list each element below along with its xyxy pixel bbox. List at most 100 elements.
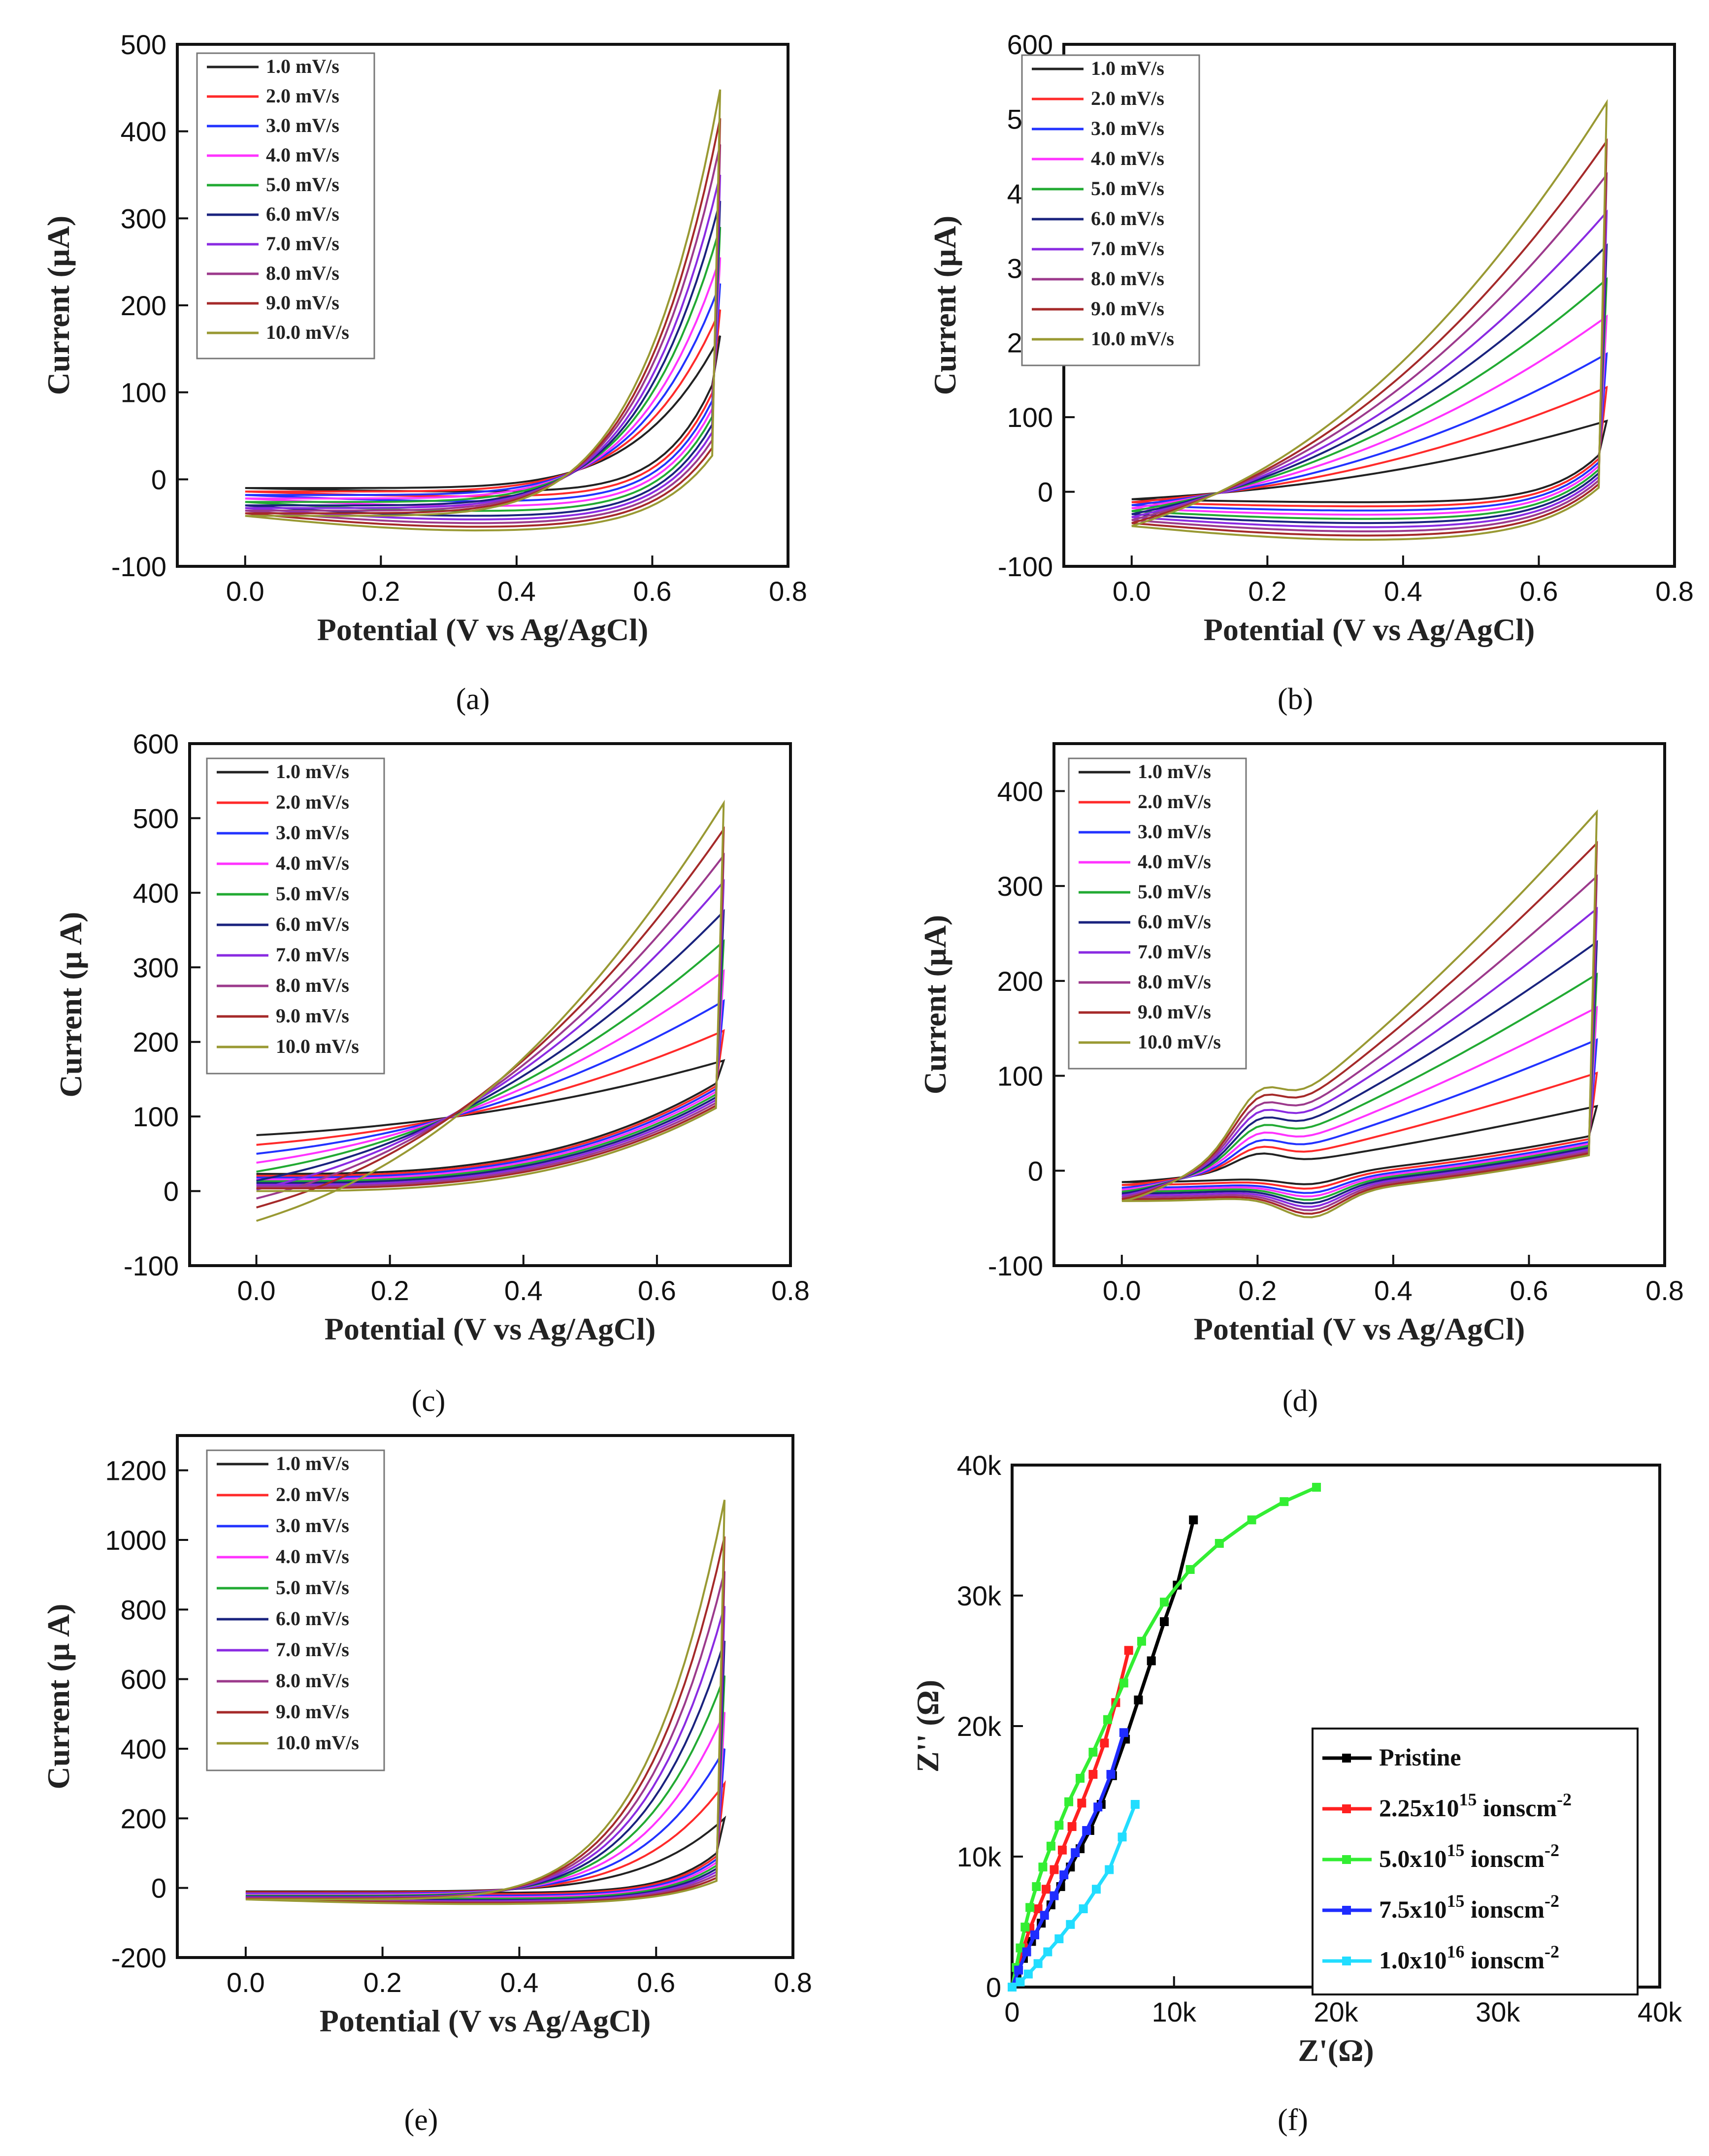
legend-marker [1342, 1957, 1351, 1965]
legend: 1.0 mV/s 2.0 mV/s 3.0 mV/s 4.0 mV/s 5.0 mV/s… [206, 757, 385, 1075]
legend-box [1312, 1728, 1639, 1995]
nyquist-point [1050, 1891, 1059, 1900]
nyquist-point [1124, 1646, 1133, 1655]
nyquist-point [1105, 1865, 1114, 1874]
nyquist-point [1067, 1822, 1077, 1831]
y-tick-label: 300 [133, 952, 179, 983]
nyquist-point [1022, 1947, 1031, 1957]
y-tick-label: 200 [997, 966, 1043, 997]
cv-curve-4 [1131, 314, 1608, 516]
nyquist-point [1032, 1882, 1041, 1891]
legend-label: 5.0x1015 ionscm-2 [1379, 1840, 1559, 1872]
legend-label: 6.0 mV/s [276, 913, 349, 935]
legend-label-unit-exponent: -2 [1545, 1840, 1559, 1860]
legend-label: 10.0 mV/s [1138, 1031, 1221, 1053]
x-tick-label: 0.0 [227, 1967, 265, 1998]
legend-label: 1.0 mV/s [276, 760, 349, 783]
nyquist-point [1071, 1848, 1080, 1858]
nyquist-point [1185, 1565, 1195, 1574]
nyquist-point [1215, 1539, 1224, 1548]
y-tick-label: 1200 [105, 1455, 166, 1486]
x-tick-label: 10k [1152, 1996, 1197, 2027]
legend-box [206, 757, 385, 1075]
nyquist-point [1023, 1969, 1033, 1979]
cv-curve-1 [245, 1815, 726, 1894]
x-axis-title: Z'(Ω) [1298, 2033, 1374, 2068]
y-tick-label: 400 [133, 878, 179, 909]
x-tick-label: 40k [1638, 1996, 1682, 2027]
y-tick-label: 0 [151, 1873, 166, 1904]
legend-label: 2.0 mV/s [276, 791, 349, 813]
legend: 1.0 mV/s 2.0 mV/s 3.0 mV/s 4.0 mV/s 5.0 mV/s… [206, 1449, 385, 1771]
legend-label: 2.0 mV/s [1091, 87, 1164, 109]
cv-curve-6 [256, 909, 725, 1184]
x-axis-title: Potential (V vs Ag/AgCl) [325, 1311, 656, 1346]
y-tick-label: 1000 [105, 1525, 166, 1556]
cv-curve-3 [245, 283, 722, 502]
nyquist-line-2 [1010, 1650, 1131, 1988]
legend-label: 6.0 mV/s [266, 203, 339, 225]
legend-marker [1342, 1855, 1351, 1864]
x-axis-title: Potential (V vs Ag/AgCl) [320, 2003, 651, 2038]
legend-label-base: 5.0x10 [1379, 1845, 1447, 1872]
cv-curve-6 [1131, 243, 1608, 524]
cv-curve-3 [1131, 352, 1608, 512]
legend-label: 9.0 mV/s [1138, 1001, 1211, 1023]
legend-label: 8.0 mV/s [276, 1669, 349, 1692]
x-axis-title: Potential (V vs Ag/AgCl) [1204, 612, 1535, 647]
nyquist-point [1054, 1934, 1064, 1943]
cv-curve-1 [1131, 419, 1608, 503]
legend-marker [1342, 1754, 1351, 1763]
legend-label: 10.0 mV/s [1091, 327, 1174, 350]
nyquist-point [1119, 1728, 1128, 1737]
y-tick-label: 0 [1038, 477, 1053, 508]
legend-label: 8.0 mV/s [1091, 267, 1164, 290]
cv-curve-2 [245, 309, 722, 497]
y-tick-label: 0 [151, 464, 166, 495]
nyquist-point [1082, 1826, 1091, 1835]
x-tick-label: 0.6 [1510, 1275, 1548, 1306]
y-tick-label: 20k [957, 1711, 1002, 1742]
legend-label: 7.0 mV/s [1138, 941, 1211, 963]
legend-label-exponent: 15 [1447, 1891, 1465, 1911]
legend-label: 5.0 mV/s [276, 1576, 349, 1599]
y-tick-label: 0 [164, 1176, 179, 1207]
legend-label: 7.0 mV/s [276, 944, 349, 966]
nyquist-point [1033, 1959, 1043, 1968]
y-tick-label: 400 [121, 1733, 166, 1764]
x-tick-label: 0.6 [638, 1275, 676, 1306]
legend-label: 7.0 mV/s [266, 232, 339, 255]
cv-curve-2 [256, 1029, 725, 1177]
x-tick-label: 0.8 [774, 1967, 812, 1998]
panel-caption: (b) [1278, 683, 1313, 716]
legend-label: 3.0 mV/s [1138, 820, 1211, 843]
x-tick-label: 0 [1004, 1996, 1019, 2027]
y-tick-label: 100 [133, 1101, 179, 1132]
legend-label: 1.0 mV/s [276, 1452, 349, 1474]
x-tick-label: 0.2 [1238, 1275, 1277, 1306]
nyquist-point [1160, 1598, 1169, 1607]
x-tick-label: 20k [1314, 1996, 1358, 2027]
x-tick-label: 0.8 [1645, 1275, 1684, 1306]
cv-curve-10 [245, 1500, 726, 1905]
nyquist-point [1312, 1483, 1321, 1492]
legend-label: 5.0 mV/s [1138, 881, 1211, 903]
y-tick-label: 500 [121, 29, 166, 60]
legend-label: 7.5x1015 ionscm-2 [1379, 1891, 1559, 1923]
nyquist-point [1025, 1903, 1035, 1912]
nyquist-point [1093, 1802, 1103, 1812]
y-axis-title: Current (µ A) [53, 912, 88, 1098]
x-tick-label: 0.8 [1655, 576, 1694, 607]
nyquist-line-1 [1010, 1519, 1195, 1988]
panel-c: 0.0 0.2 0.4 0.6 0.8 -100 0 100 200 300 400 500 600 Po… [53, 728, 810, 1418]
panel-e: 0.0 0.2 0.4 0.6 0.8 -200 0 200 400 600 800 1000 1200… [41, 1434, 812, 2137]
y-tick-label: -100 [111, 551, 166, 582]
legend-label: 2.0 mV/s [266, 85, 339, 107]
legend-label: 1.0x1016 ionscm-2 [1379, 1942, 1559, 1974]
nyquist-point [1088, 1748, 1098, 1757]
y-axis-title: Current (µA) [918, 915, 953, 1095]
y-tick-label: 40k [957, 1450, 1002, 1481]
legend-label: 9.0 mV/s [276, 1005, 349, 1027]
